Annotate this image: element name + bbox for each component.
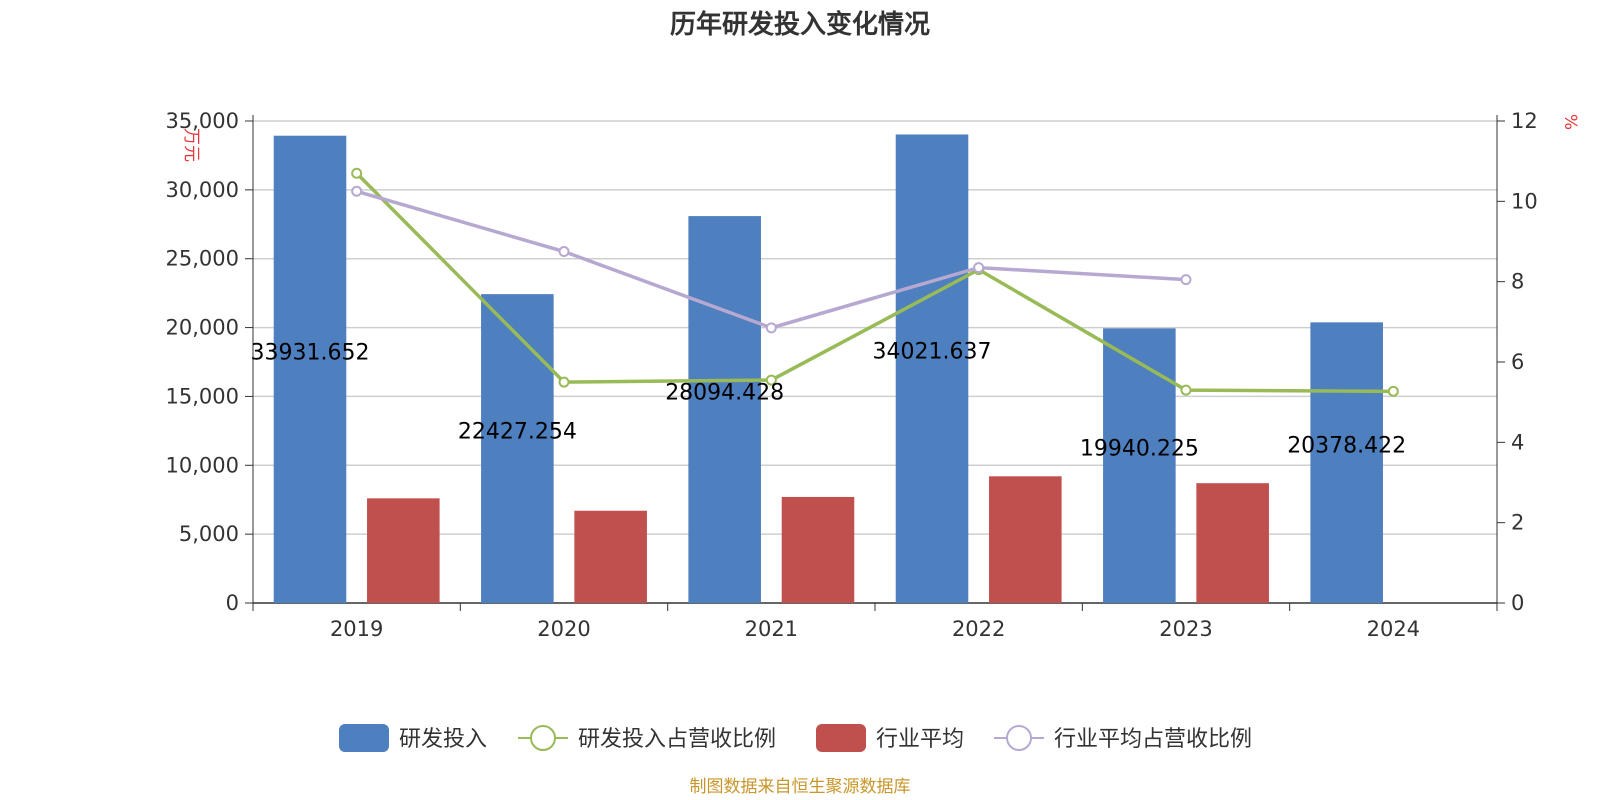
y-right-unit: % <box>1560 114 1580 130</box>
bar-rd-investment <box>273 135 347 603</box>
bars <box>273 134 1383 603</box>
y-left-tick-label: 25,000 <box>166 247 239 271</box>
bar-rd-investment <box>1103 328 1176 603</box>
y-right-tick-label: 6 <box>1511 350 1524 374</box>
y-right-tick-label: 8 <box>1511 270 1524 294</box>
point-rd-ratio <box>558 376 570 388</box>
y-right-tick-label: 0 <box>1511 591 1524 615</box>
bar-rd-investment <box>688 216 761 603</box>
bar-industry-average <box>781 496 855 603</box>
bar-value-label: 34021.637 <box>873 340 992 365</box>
legend-item-rd-ratio-swatch-marker <box>530 725 556 751</box>
bar-industry-average <box>989 476 1062 603</box>
point-rd-ratio <box>1180 384 1192 396</box>
y-left-tick-label: 10,000 <box>166 453 239 477</box>
y-left-tick-label: 30,000 <box>166 178 239 202</box>
bar-rd-investment <box>895 134 969 603</box>
legend-item-industry-average-label: 行业平均 <box>876 727 964 752</box>
y-left-tick-label: 15,000 <box>166 384 239 408</box>
y-left-unit: 万元 <box>181 128 201 162</box>
y-right-tick-label: 10 <box>1511 189 1538 213</box>
legend-item-industry-ratio-label: 行业平均占营收比例 <box>1054 727 1252 752</box>
bar-value-label: 28094.428 <box>665 381 784 406</box>
legend-item-industry-ratio-swatch-marker <box>1006 725 1032 751</box>
y-left-tick-label: 20,000 <box>166 316 239 340</box>
y-left-tick-label: 0 <box>226 591 239 615</box>
y-right-tick-label: 2 <box>1511 511 1524 535</box>
x-tick-label: 2020 <box>537 617 590 641</box>
legend-item-rd-investment-swatch <box>339 724 389 752</box>
point-industry-ratio <box>351 185 363 197</box>
bar-value-label: 22427.254 <box>458 420 577 445</box>
line-rd-ratio <box>355 171 1394 394</box>
bar-rd-investment <box>1310 322 1383 603</box>
source-note: 制图数据来自恒生聚源数据库 <box>690 777 911 797</box>
bar-industry-average <box>1196 483 1269 603</box>
legend-item-rd-ratio-label: 研发投入占营收比例 <box>578 727 776 752</box>
point-industry-ratio <box>1180 274 1192 286</box>
legend-item-rd-investment-label: 研发投入 <box>399 727 487 752</box>
point-rd-ratio <box>351 167 363 179</box>
chart-title: 历年研发投入变化情况 <box>670 9 930 40</box>
line-industry-ratio <box>356 189 1187 330</box>
point-industry-ratio <box>765 322 777 334</box>
lines <box>351 167 1399 397</box>
x-tick-label: 2021 <box>745 617 798 641</box>
bar-rd-investment <box>481 294 554 603</box>
bar-value-label: 19940.225 <box>1080 437 1199 462</box>
data-labels: 33931.652 22427.254 28094.428 34021.637 1994… <box>251 340 1407 462</box>
point-industry-ratio <box>558 246 570 258</box>
x-tick-label: 2023 <box>1159 617 1212 641</box>
bar-value-label: 33931.652 <box>251 340 370 365</box>
point-rd-ratio <box>765 374 777 386</box>
y-right-tick-label: 12 <box>1511 109 1538 133</box>
x-tick-label: 2019 <box>330 617 383 641</box>
bar-industry-average <box>367 498 440 603</box>
axes: 0 5,000 10,000 15,000 20,000 25,000 30,000 35,0… <box>166 109 1538 641</box>
bar-value-label: 20378.422 <box>1287 434 1406 459</box>
legend-item-industry-average-swatch <box>816 724 866 752</box>
y-right-tick-label: 4 <box>1511 430 1524 454</box>
x-tick-label: 2024 <box>1367 617 1420 641</box>
point-rd-ratio <box>1387 385 1399 397</box>
y-left-tick-label: 35,000 <box>166 109 239 133</box>
bar-industry-average <box>574 510 647 603</box>
x-tick-label: 2022 <box>952 617 1005 641</box>
point-industry-ratio <box>973 262 985 274</box>
y-left-tick-label: 5,000 <box>179 522 239 546</box>
grid-lines <box>253 120 1497 535</box>
legend: 研发投入 研发投入占营收比例 行业平均 行业平均占营收比例 <box>339 724 1252 752</box>
